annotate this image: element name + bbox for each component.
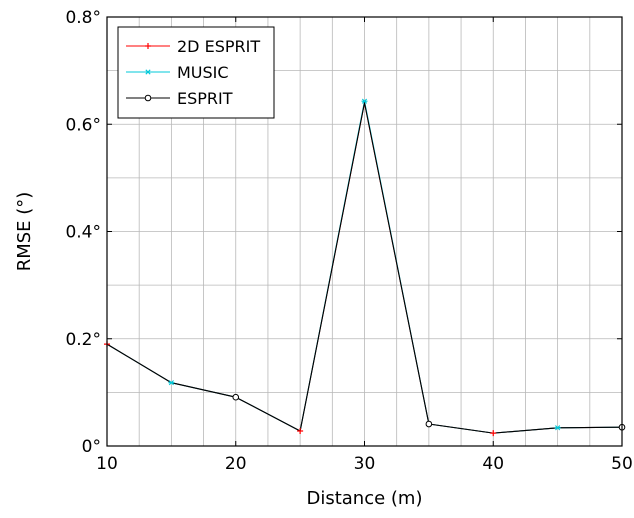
data-point [168, 380, 175, 386]
y-tick-label: 0.8° [65, 8, 101, 28]
series-esprit [106, 102, 623, 434]
markers-music [168, 98, 561, 431]
legend-marker [145, 43, 151, 49]
legend-item: 2D ESPRIT [126, 37, 260, 56]
x-tick-label: 10 [96, 454, 118, 474]
y-axis-title: RMSE (°) [14, 192, 35, 272]
legend-label: 2D ESPRIT [177, 37, 260, 56]
data-point [490, 430, 497, 437]
x-tick-label: 50 [611, 454, 633, 474]
data-point [232, 393, 240, 401]
legend: 2D ESPRIT MUSIC ESPRIT [117, 26, 275, 119]
y-tick-label: 0.2° [65, 330, 101, 350]
y-tick-label: 0.6° [65, 115, 101, 135]
legend-marker [144, 94, 152, 102]
legend-label: ESPRIT [177, 89, 233, 108]
legend-marker [145, 69, 151, 75]
x-tick-label: 20 [225, 454, 247, 474]
legend-item: ESPRIT [126, 89, 233, 108]
legend-label: MUSIC [177, 63, 229, 82]
markers-esprit [232, 393, 626, 431]
x-tick-label: 40 [482, 454, 504, 474]
x-axis-title: Distance (m) [306, 488, 422, 509]
ticks: 10 20 30 40 50 0° 0.2° 0.4° 0.6° 0.8° [65, 8, 632, 474]
x-tick-label: 30 [354, 454, 376, 474]
y-tick-label: 0.4° [65, 223, 101, 243]
legend-item: MUSIC [126, 63, 229, 82]
series-layer [104, 98, 626, 437]
y-tick-label: 0° [82, 437, 101, 457]
data-point [297, 427, 304, 434]
data-point [425, 420, 433, 428]
data-point [361, 98, 368, 104]
series-line [106, 102, 623, 434]
data-point [554, 425, 561, 431]
